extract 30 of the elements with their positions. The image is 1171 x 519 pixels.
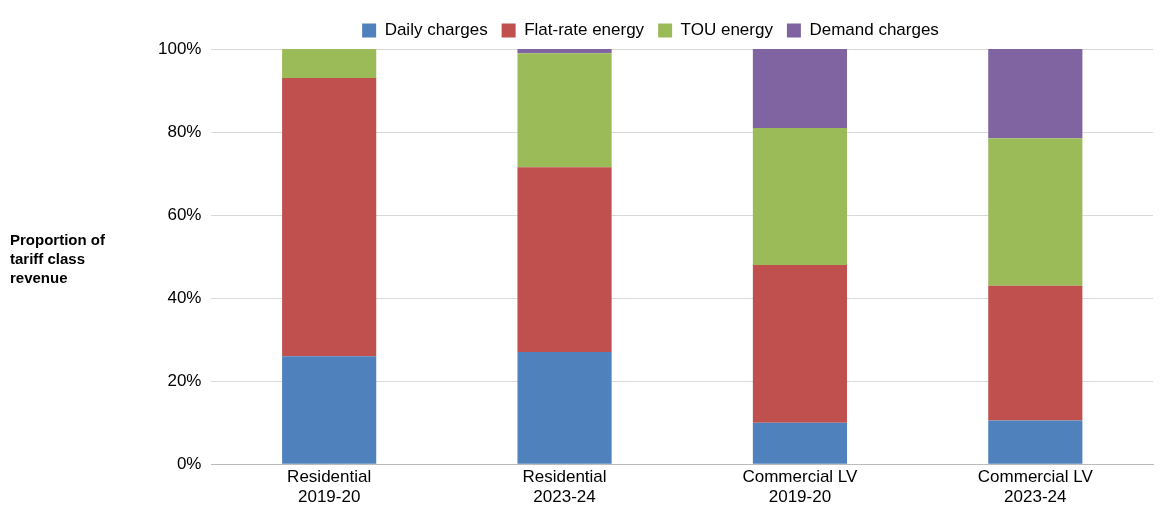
y-tick-label: 100% [158, 38, 202, 58]
bar [752, 422, 848, 464]
bar [517, 167, 612, 353]
bar [988, 285, 1083, 421]
y-tick-label: 20% [167, 370, 202, 390]
y-tick-label: 60% [167, 204, 202, 224]
bar [517, 49, 612, 54]
legend-label: Daily charges [384, 20, 488, 40]
bar [282, 356, 377, 464]
x-tick-label: Residential 2023-24 [522, 467, 607, 507]
legend-label: Flat-rate energy [524, 20, 645, 40]
y-tick-label: 0% [176, 453, 202, 473]
bar [752, 49, 848, 128]
bar [988, 49, 1083, 139]
bar [988, 138, 1083, 286]
bar [752, 264, 848, 423]
legend-label: Demand charges [809, 20, 939, 40]
bar [282, 78, 377, 357]
x-tick-label: Commercial LV 2023-24 [977, 467, 1094, 507]
x-tick-label: Commercial LV 2019-20 [742, 467, 859, 507]
y-axis-title: Proportion of tariff class revenue [10, 230, 106, 287]
x-tick-label: Residential 2019-20 [287, 467, 372, 507]
bar [517, 352, 612, 464]
bar [517, 53, 612, 168]
y-tick-label: 40% [167, 287, 202, 307]
bar [988, 420, 1083, 464]
legend-label: TOU energy [680, 20, 774, 40]
bar [752, 127, 848, 265]
bar [282, 49, 377, 79]
y-tick-label: 80% [167, 121, 202, 141]
